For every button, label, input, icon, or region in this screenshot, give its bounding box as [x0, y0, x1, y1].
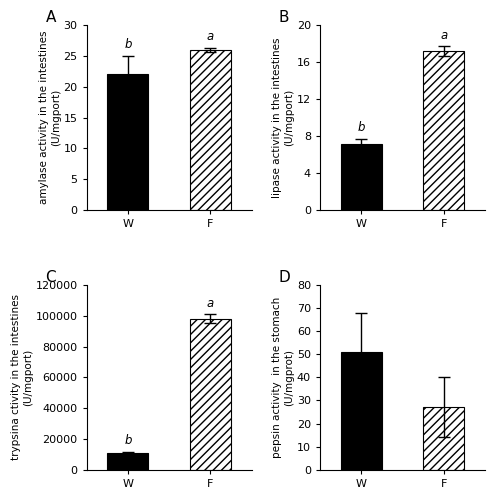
Text: a: a — [207, 296, 214, 310]
Y-axis label: trypsina ctivity in the intestines
(U/mgport): trypsina ctivity in the intestines (U/mg… — [11, 294, 33, 460]
Text: a: a — [440, 29, 447, 42]
Text: b: b — [124, 434, 131, 447]
Y-axis label: amylase activity in the intestines
(U/mgport): amylase activity in the intestines (U/mg… — [39, 31, 61, 204]
Y-axis label: pepsin activity  in the stomach
(U/mgprot): pepsin activity in the stomach (U/mgprot… — [272, 296, 294, 458]
Text: B: B — [279, 10, 289, 26]
Text: C: C — [46, 270, 56, 285]
Bar — [341, 352, 382, 470]
Bar — [190, 319, 231, 470]
Text: b: b — [124, 38, 131, 52]
Y-axis label: lipase activity in the intestines
(U/mgport): lipase activity in the intestines (U/mgp… — [272, 38, 294, 198]
Bar — [107, 453, 148, 470]
Bar — [423, 51, 464, 210]
Text: b: b — [358, 122, 365, 134]
Bar — [190, 50, 231, 210]
Text: A: A — [46, 10, 56, 26]
Text: D: D — [279, 270, 291, 285]
Bar — [341, 144, 382, 210]
Text: a: a — [207, 30, 214, 43]
Bar — [107, 74, 148, 210]
Bar — [423, 408, 464, 470]
